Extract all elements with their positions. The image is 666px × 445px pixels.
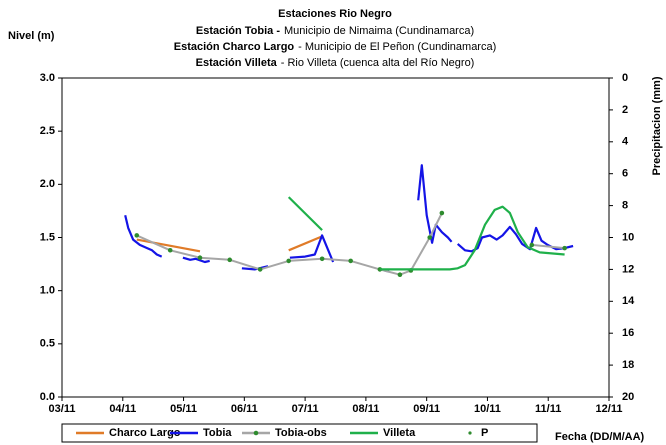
y2-tick-label: 6 <box>622 168 628 180</box>
series-marker <box>427 235 433 240</box>
subtitle-place: Municipio de Nimaima (Cundinamarca) <box>284 25 474 37</box>
series-marker <box>134 233 140 238</box>
y-tick-label: 2.5 <box>40 125 55 137</box>
y-tick-label: 2.0 <box>40 178 55 190</box>
y2-tick-label: 18 <box>622 359 634 371</box>
x-tick-label: 12/11 <box>596 403 623 415</box>
subtitle-station: Estación Villeta <box>196 57 278 69</box>
legend-marker <box>468 431 472 435</box>
x-tick-label: 10/11 <box>474 403 501 415</box>
y-axis-label: Nivel (m) <box>8 30 55 42</box>
y2-tick-label: 4 <box>622 136 629 148</box>
x-tick-label: 09/11 <box>413 403 440 415</box>
y-tick-label: 3.0 <box>40 72 55 84</box>
legend-label: Tobia-obs <box>275 427 327 439</box>
subtitle-place: - Rio Villeta (cuenca alta del Río Negro… <box>281 57 475 69</box>
series-marker <box>439 210 445 216</box>
y2-tick-label: 20 <box>622 391 634 403</box>
y-tick-label: 0.0 <box>40 391 55 403</box>
subtitle-station: Estación Tobia - <box>196 25 280 37</box>
y2-tick-label: 12 <box>622 263 634 275</box>
x-tick-label: 07/11 <box>292 403 319 415</box>
legend-label: Villeta <box>383 427 416 439</box>
series-marker <box>257 267 263 272</box>
y2-axis-label: Precipitacion (mm) <box>651 76 663 175</box>
x-tick-label: 05/11 <box>170 403 197 415</box>
series-marker <box>397 272 403 278</box>
x-tick-label: 04/11 <box>109 403 136 415</box>
series-marker <box>286 258 292 264</box>
series-marker <box>348 258 353 264</box>
x-tick-label: 06/11 <box>231 403 258 415</box>
series-marker <box>167 247 173 253</box>
x-tick-label: 03/11 <box>49 403 76 415</box>
series-marker <box>377 267 383 272</box>
subtitle-place: - Municipio de El Peñon (Cundinamarca) <box>298 41 496 53</box>
y2-tick-label: 16 <box>622 327 634 339</box>
series-line <box>287 196 565 271</box>
x-tick-label: 11/11 <box>535 403 561 415</box>
y2-tick-label: 10 <box>622 231 634 243</box>
chart-subtitle: Estación Tobia - Municipio de Nimaima (Cu… <box>196 25 474 37</box>
legend-label: Charco Largo <box>109 427 181 439</box>
chart-title: Estaciones Rio Negro <box>278 8 392 20</box>
chart-subtitle: Estación Charco Largo - Municipio de El P… <box>174 41 497 53</box>
legend-label: Tobia <box>203 427 232 439</box>
y-tick-label: 1.5 <box>40 231 55 243</box>
legend-marker <box>253 430 259 436</box>
y2-tick-label: 8 <box>622 200 628 212</box>
legend-box <box>61 423 538 443</box>
y-tick-label: 0.5 <box>40 338 55 350</box>
y2-tick-label: 0 <box>622 72 628 84</box>
series-line <box>136 235 323 253</box>
x-tick-label: 08/11 <box>352 403 379 415</box>
x-axis-label: Fecha (DD/M/AA) <box>555 431 645 443</box>
series-marker <box>227 257 233 263</box>
y2-tick-label: 2 <box>622 104 628 116</box>
series-marker <box>319 256 325 262</box>
chart-subtitle: Estación Villeta - Rio Villeta (cuenca al… <box>196 57 475 69</box>
series-marker <box>197 255 203 261</box>
series-marker <box>562 245 567 251</box>
subtitle-station: Estación Charco Largo <box>174 41 295 53</box>
y-tick-label: 1.0 <box>40 285 55 297</box>
y2-tick-label: 14 <box>622 295 635 307</box>
legend-label: P <box>481 427 488 439</box>
series-marker <box>529 242 535 248</box>
